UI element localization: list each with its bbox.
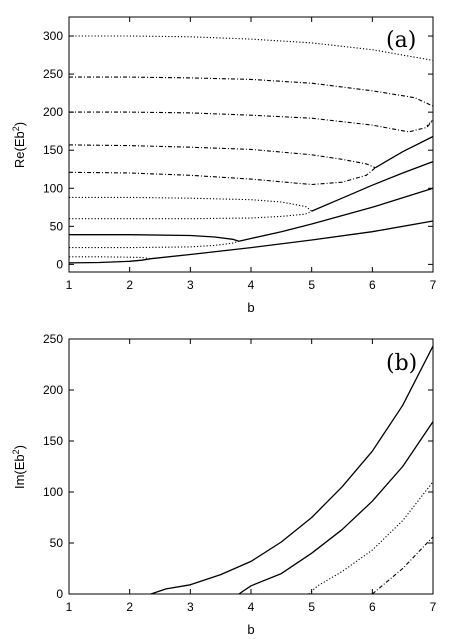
x-tick-label-a: 5	[308, 278, 315, 292]
y-tick-label-b: 250	[43, 332, 63, 346]
x-tick-label-a: 6	[369, 278, 376, 292]
x-tick-label-b: 2	[126, 600, 133, 614]
y-axis-label-b-sup: 2	[11, 449, 21, 454]
series-line-a-12	[69, 111, 434, 133]
x-tick-label-a: 3	[187, 278, 194, 292]
series-line-b-0	[150, 345, 434, 595]
series-line-a-3	[69, 234, 240, 242]
series-line-a-8	[311, 160, 434, 212]
series-line-a-2	[150, 220, 434, 260]
y-tick-label-a: 50	[50, 219, 64, 233]
y-axis-label-b: Im(Eb2)	[11, 445, 27, 489]
series-line-a-1	[69, 256, 151, 260]
x-tick-label-b: 1	[66, 600, 73, 614]
panel-label-a: (a)	[386, 28, 416, 53]
series-line-a-14	[69, 76, 434, 107]
series-line-a-9	[68, 144, 376, 169]
y-tick-label-b: 150	[43, 434, 63, 448]
y-axis-label-a-close: )	[12, 122, 27, 126]
series-line-a-4	[69, 240, 240, 249]
y-tick-label-a: 150	[43, 143, 63, 157]
series-line-a-5	[238, 187, 434, 242]
series-line-a-7	[69, 210, 312, 220]
series-line-b-1	[238, 421, 434, 595]
y-tick-label-b: 50	[50, 536, 64, 550]
y-axis-label-a: Re(Eb2)	[11, 122, 27, 168]
series-line-a-13	[426, 119, 434, 127]
x-tick-label-a: 2	[126, 278, 133, 292]
y-axis-label-b-close: )	[12, 445, 27, 449]
y-tick-label-b: 0	[56, 587, 63, 601]
series-line-a-6	[69, 196, 313, 212]
y-tick-label-b: 200	[43, 383, 63, 397]
x-tick-label-a: 7	[430, 278, 437, 292]
y-tick-label-a: 0	[56, 257, 63, 271]
y-tick-label-a: 250	[43, 67, 63, 81]
y-tick-label-a: 200	[43, 105, 63, 119]
x-tick-label-a: 4	[248, 278, 255, 292]
x-tick-label-b: 5	[308, 600, 315, 614]
series-line-a-10	[68, 167, 376, 186]
series-line-a-11	[375, 135, 434, 169]
y-axis-label-a-main: Re(Eb	[12, 131, 27, 168]
x-tick-label-a: 1	[66, 278, 73, 292]
panel-label-b: (b)	[386, 351, 417, 376]
x-tick-label-b: 4	[248, 600, 255, 614]
y-axis-label-b-main: Im(Eb	[12, 454, 27, 489]
x-axis-label-a: b	[247, 300, 254, 315]
plot-frame-b	[68, 338, 434, 595]
series-line-a-0	[68, 258, 152, 264]
y-tick-label-a: 300	[43, 29, 63, 43]
series-line-b-2	[308, 481, 434, 595]
series-line-b-3	[371, 536, 434, 595]
x-tick-label-b: 7	[430, 600, 437, 614]
x-tick-label-b: 3	[187, 600, 194, 614]
y-axis-label-a-sup: 2	[11, 126, 21, 131]
y-tick-label-a: 100	[43, 181, 63, 195]
y-tick-label-b: 100	[43, 485, 63, 499]
series-line-a-15	[69, 35, 434, 61]
x-axis-label-b: b	[247, 622, 254, 637]
plot-frame-a	[68, 16, 434, 273]
x-tick-label-b: 6	[369, 600, 376, 614]
